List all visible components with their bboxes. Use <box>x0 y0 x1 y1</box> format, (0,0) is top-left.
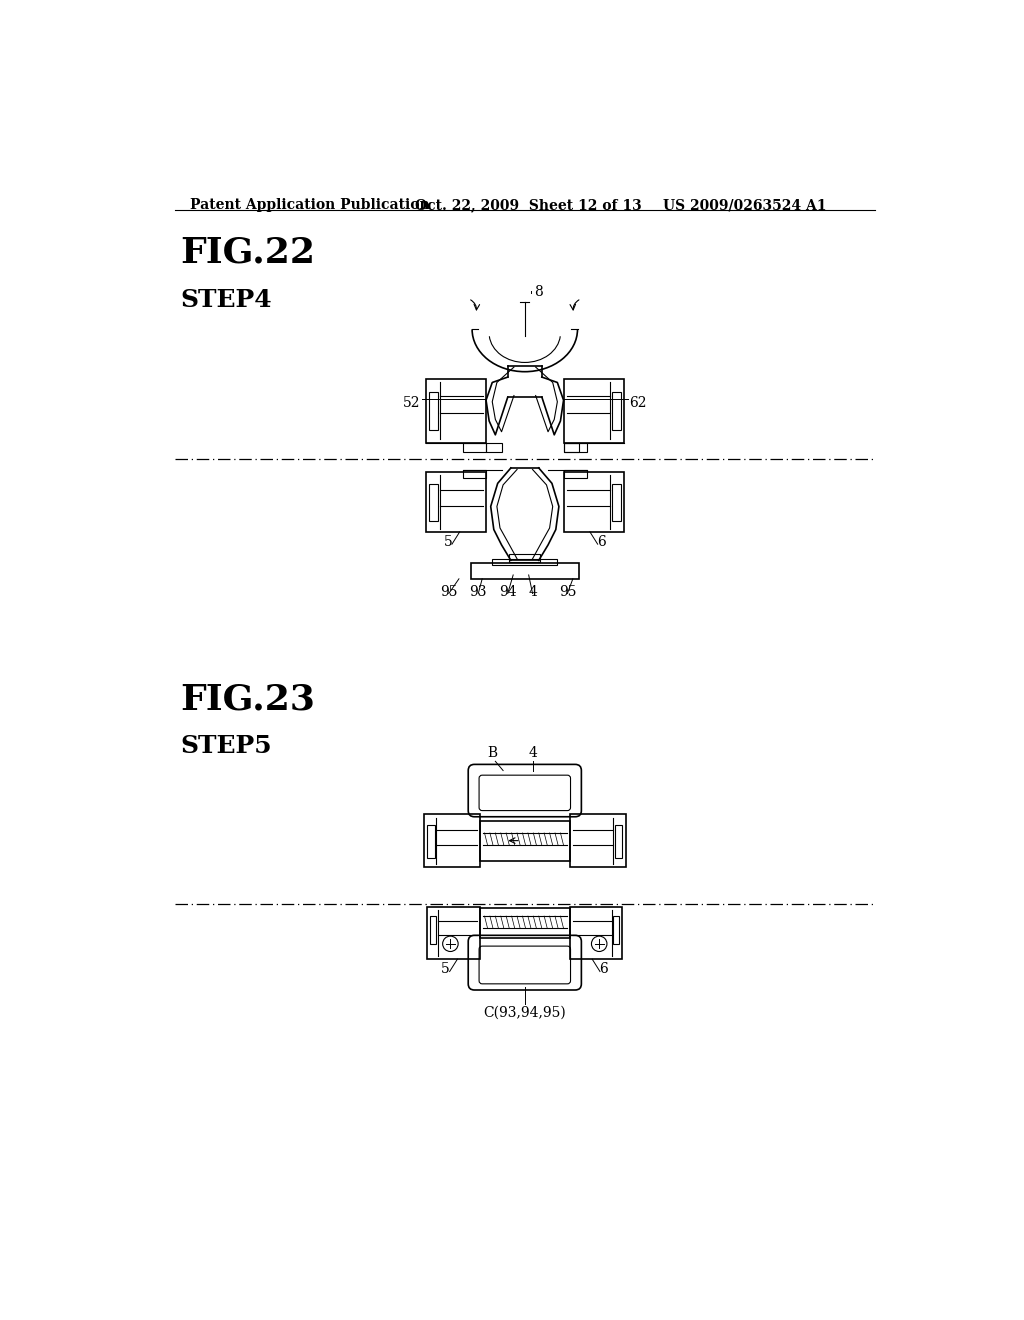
Text: STEP5: STEP5 <box>180 734 272 759</box>
Bar <box>613 916 620 944</box>
Bar <box>430 916 436 944</box>
Bar <box>569 814 626 867</box>
Bar <box>569 907 623 960</box>
Bar <box>463 442 486 451</box>
Bar <box>563 471 624 532</box>
Bar <box>429 484 438 521</box>
Bar <box>611 484 621 521</box>
Bar <box>427 907 480 960</box>
Bar <box>509 554 541 562</box>
Bar <box>614 825 623 858</box>
Text: FIG.22: FIG.22 <box>180 235 315 269</box>
Text: 93: 93 <box>470 585 487 599</box>
Text: Oct. 22, 2009  Sheet 12 of 13: Oct. 22, 2009 Sheet 12 of 13 <box>415 198 641 213</box>
Bar <box>424 814 480 867</box>
Text: 5: 5 <box>441 962 451 975</box>
Bar <box>563 470 587 478</box>
Text: STEP4: STEP4 <box>180 288 272 312</box>
Bar <box>426 471 486 532</box>
Text: 8: 8 <box>535 285 543 300</box>
Text: FIG.23: FIG.23 <box>180 682 315 715</box>
Text: 62: 62 <box>630 396 647 411</box>
Bar <box>611 392 621 430</box>
Bar <box>480 908 569 937</box>
Bar <box>480 821 569 861</box>
Text: 5: 5 <box>443 535 453 549</box>
Text: Patent Application Publication: Patent Application Publication <box>190 198 430 213</box>
Text: 4: 4 <box>528 746 537 760</box>
Bar <box>463 470 486 478</box>
Bar <box>429 392 438 430</box>
Bar <box>563 442 579 451</box>
Text: 95: 95 <box>440 585 458 599</box>
Text: B: B <box>487 746 498 760</box>
Text: C(93,94,95): C(93,94,95) <box>483 1006 566 1019</box>
Text: US 2009/0263524 A1: US 2009/0263524 A1 <box>663 198 826 213</box>
Text: 6: 6 <box>599 962 608 975</box>
Text: 4: 4 <box>528 585 537 599</box>
Bar <box>486 442 502 451</box>
Text: 52: 52 <box>402 396 420 411</box>
Bar <box>471 564 579 578</box>
Bar <box>493 558 557 565</box>
Bar <box>563 442 587 451</box>
Bar <box>426 379 486 442</box>
Bar <box>563 379 624 442</box>
Bar <box>427 825 435 858</box>
Text: 94: 94 <box>499 585 516 599</box>
Text: 6: 6 <box>597 535 606 549</box>
Text: 95: 95 <box>559 585 577 599</box>
